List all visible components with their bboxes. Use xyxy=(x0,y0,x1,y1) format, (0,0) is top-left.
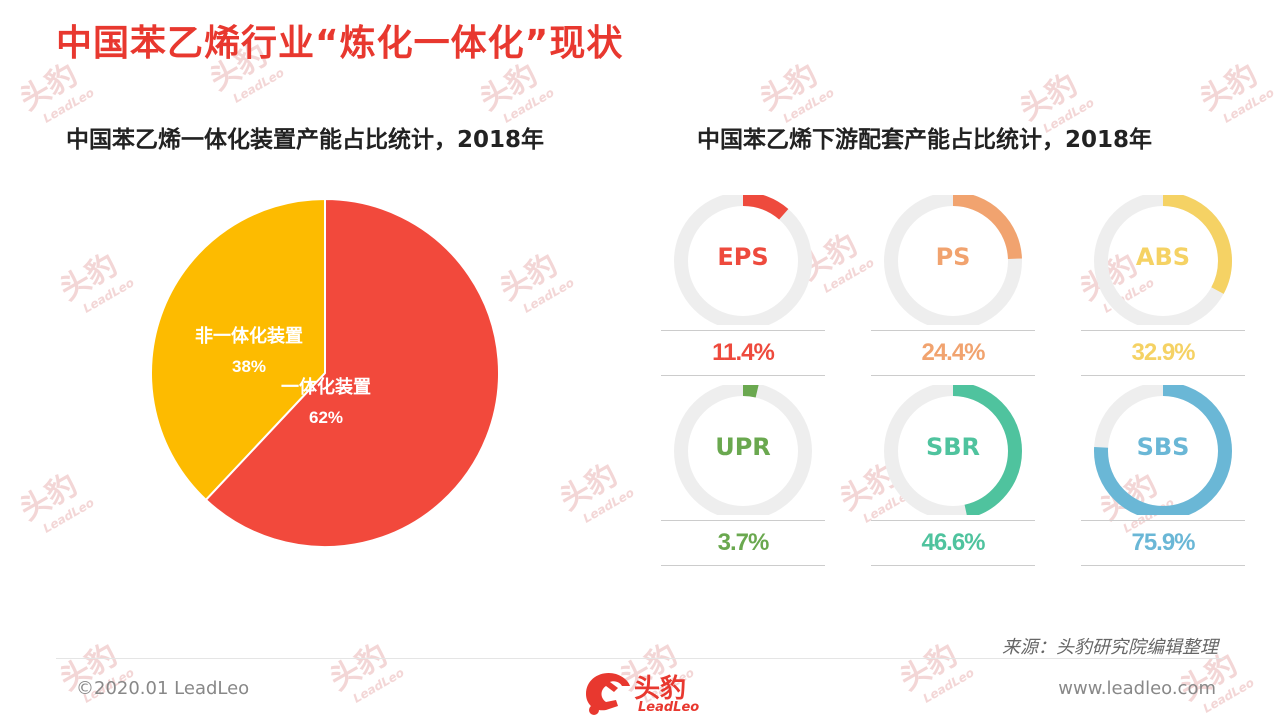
watermark-text-cn: 头豹 xyxy=(893,637,964,698)
donut-category-label: UPR xyxy=(715,433,771,461)
watermark-text-cn: 头豹 xyxy=(493,247,564,308)
donut-percent-value: 75.9% xyxy=(1081,520,1245,566)
donut-card-eps: EPS 11.4% xyxy=(661,195,831,385)
watermark-text-cn: 头豹 xyxy=(1193,57,1264,118)
pie-slice-1 xyxy=(150,198,326,502)
watermark-text-cn: 头豹 xyxy=(13,467,84,528)
watermark-text-en: LeadLeo xyxy=(350,665,407,706)
donut-value-arc xyxy=(1094,385,1232,515)
copyright-text: ©2020.01 LeadLeo xyxy=(76,678,250,699)
donut-percent-value: 3.7% xyxy=(661,520,825,566)
donut-card-sbr: SBR 46.6% xyxy=(871,385,1041,575)
donut-value-arc xyxy=(1094,195,1232,325)
donut-ring-sbs xyxy=(1094,385,1232,515)
pie-slice-0 xyxy=(204,198,500,548)
watermark-text-en: LeadLeo xyxy=(80,275,137,316)
donut-category-label: PS xyxy=(935,243,971,271)
donut-category-label: EPS xyxy=(717,243,769,271)
donut-ring-eps xyxy=(674,195,812,325)
donut-charts-title: 中国苯乙烯下游配套产能占比统计，2018年 xyxy=(697,127,1153,153)
watermark-text-en: LeadLeo xyxy=(580,485,637,526)
leadleo-logo: 头豹 LeadLeo xyxy=(580,664,710,718)
donut-category-label: ABS xyxy=(1135,243,1191,271)
watermark-text-cn: 头豹 xyxy=(473,57,544,118)
watermark-text-en: LeadLeo xyxy=(520,275,577,316)
donut-ring-abs xyxy=(1094,195,1232,325)
donut-value-arc xyxy=(674,385,812,515)
donut-value-arc xyxy=(674,195,812,325)
donut-card-upr: UPR 3.7% xyxy=(661,385,831,575)
leopard-logo-icon xyxy=(586,672,630,715)
donut-ring-upr xyxy=(674,385,812,515)
source-note: 来源：头豹研究院编辑整理 xyxy=(1002,637,1218,658)
pie-slice-value-1: 38% xyxy=(232,357,266,376)
watermark-text-en: LeadLeo xyxy=(920,665,977,706)
donut-value-arc xyxy=(884,385,1022,515)
pie-slice-label-0: 一体化装置 xyxy=(281,376,371,398)
watermark-text-cn: 头豹 xyxy=(1013,67,1084,128)
watermark-text-en: LeadLeo xyxy=(230,65,287,106)
watermark-text-en: LeadLeo xyxy=(1220,85,1277,126)
donut-ring-ps xyxy=(884,195,1022,325)
donut-percent-value: 46.6% xyxy=(871,520,1035,566)
logo-text-en: LeadLeo xyxy=(638,700,700,715)
donut-card-ps: PS 24.4% xyxy=(871,195,1041,385)
donut-category-label: SBR xyxy=(925,433,981,461)
website-url: www.leadleo.com xyxy=(1058,678,1216,699)
donut-percent-value: 32.9% xyxy=(1081,330,1245,376)
pie-chart-title: 中国苯乙烯一体化装置产能占比统计，2018年 xyxy=(66,127,545,153)
watermark-text-cn: 头豹 xyxy=(13,57,84,118)
pie-slice-label-1: 非一体化装置 xyxy=(195,325,303,347)
logo-text-cn: 头豹 xyxy=(634,674,687,704)
donut-card-abs: ABS 32.9% xyxy=(1081,195,1251,385)
pie-slice-value-0: 62% xyxy=(309,408,343,427)
donut-percent-value: 11.4% xyxy=(661,330,825,376)
donut-percent-value: 24.4% xyxy=(871,330,1035,376)
watermark-text-cn: 头豹 xyxy=(323,637,394,698)
watermark-text-en: LeadLeo xyxy=(40,495,97,536)
capacity-pie-chart: 一体化装置 62% 非一体化装置 38% xyxy=(150,198,500,548)
watermark-text-cn: 头豹 xyxy=(53,247,124,308)
watermark-text-cn: 头豹 xyxy=(553,457,624,518)
page-title: 中国苯乙烯行业“炼化一体化”现状 xyxy=(56,23,624,64)
donut-ring-sbr xyxy=(884,385,1022,515)
donut-category-label: SBS xyxy=(1136,433,1190,461)
donut-card-sbs: SBS 75.9% xyxy=(1081,385,1251,575)
footer-divider xyxy=(56,658,1224,659)
donut-value-arc xyxy=(884,195,1022,325)
watermark-text-cn: 头豹 xyxy=(753,57,824,118)
